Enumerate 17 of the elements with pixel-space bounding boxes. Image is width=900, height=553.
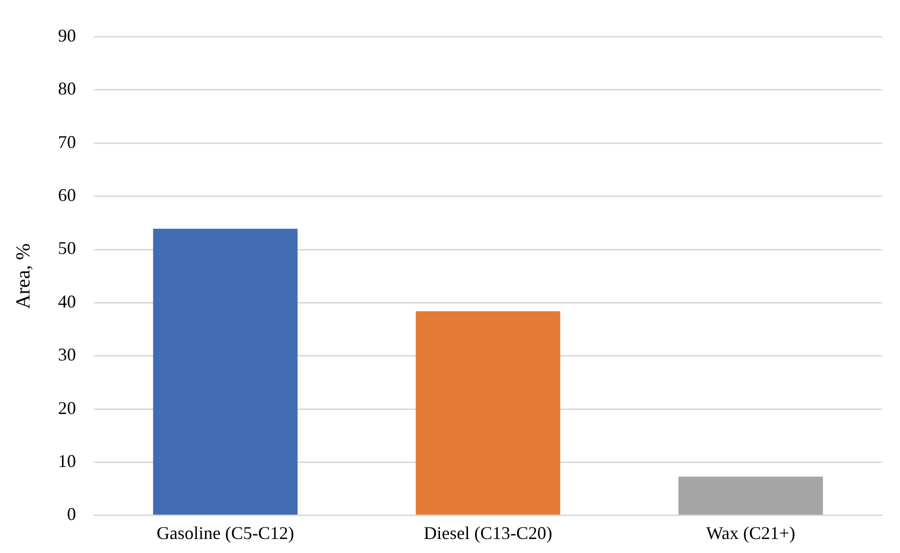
y-tick-label: 90 (58, 26, 76, 46)
y-tick-label: 60 (58, 185, 76, 206)
y-tick-label: 0 (67, 504, 76, 524)
y-tick-label: 30 (58, 344, 76, 365)
x-tick-label: Diesel (C13-C20) (424, 522, 552, 543)
y-tick-label: 50 (58, 238, 76, 258)
bar (153, 228, 298, 515)
y-tick-label: 80 (58, 78, 76, 99)
x-tick-label: Gasoline (C5-C12) (156, 522, 294, 543)
x-tick-label: Wax (C21+) (706, 522, 796, 543)
y-tick-label: 40 (58, 291, 76, 312)
bar (416, 311, 560, 515)
bar (678, 476, 823, 515)
y-tick-label: 20 (58, 398, 76, 418)
y-axis-title: Area, % (12, 243, 34, 309)
y-tick-label: 10 (58, 450, 76, 471)
y-tick-label: 70 (58, 132, 76, 152)
